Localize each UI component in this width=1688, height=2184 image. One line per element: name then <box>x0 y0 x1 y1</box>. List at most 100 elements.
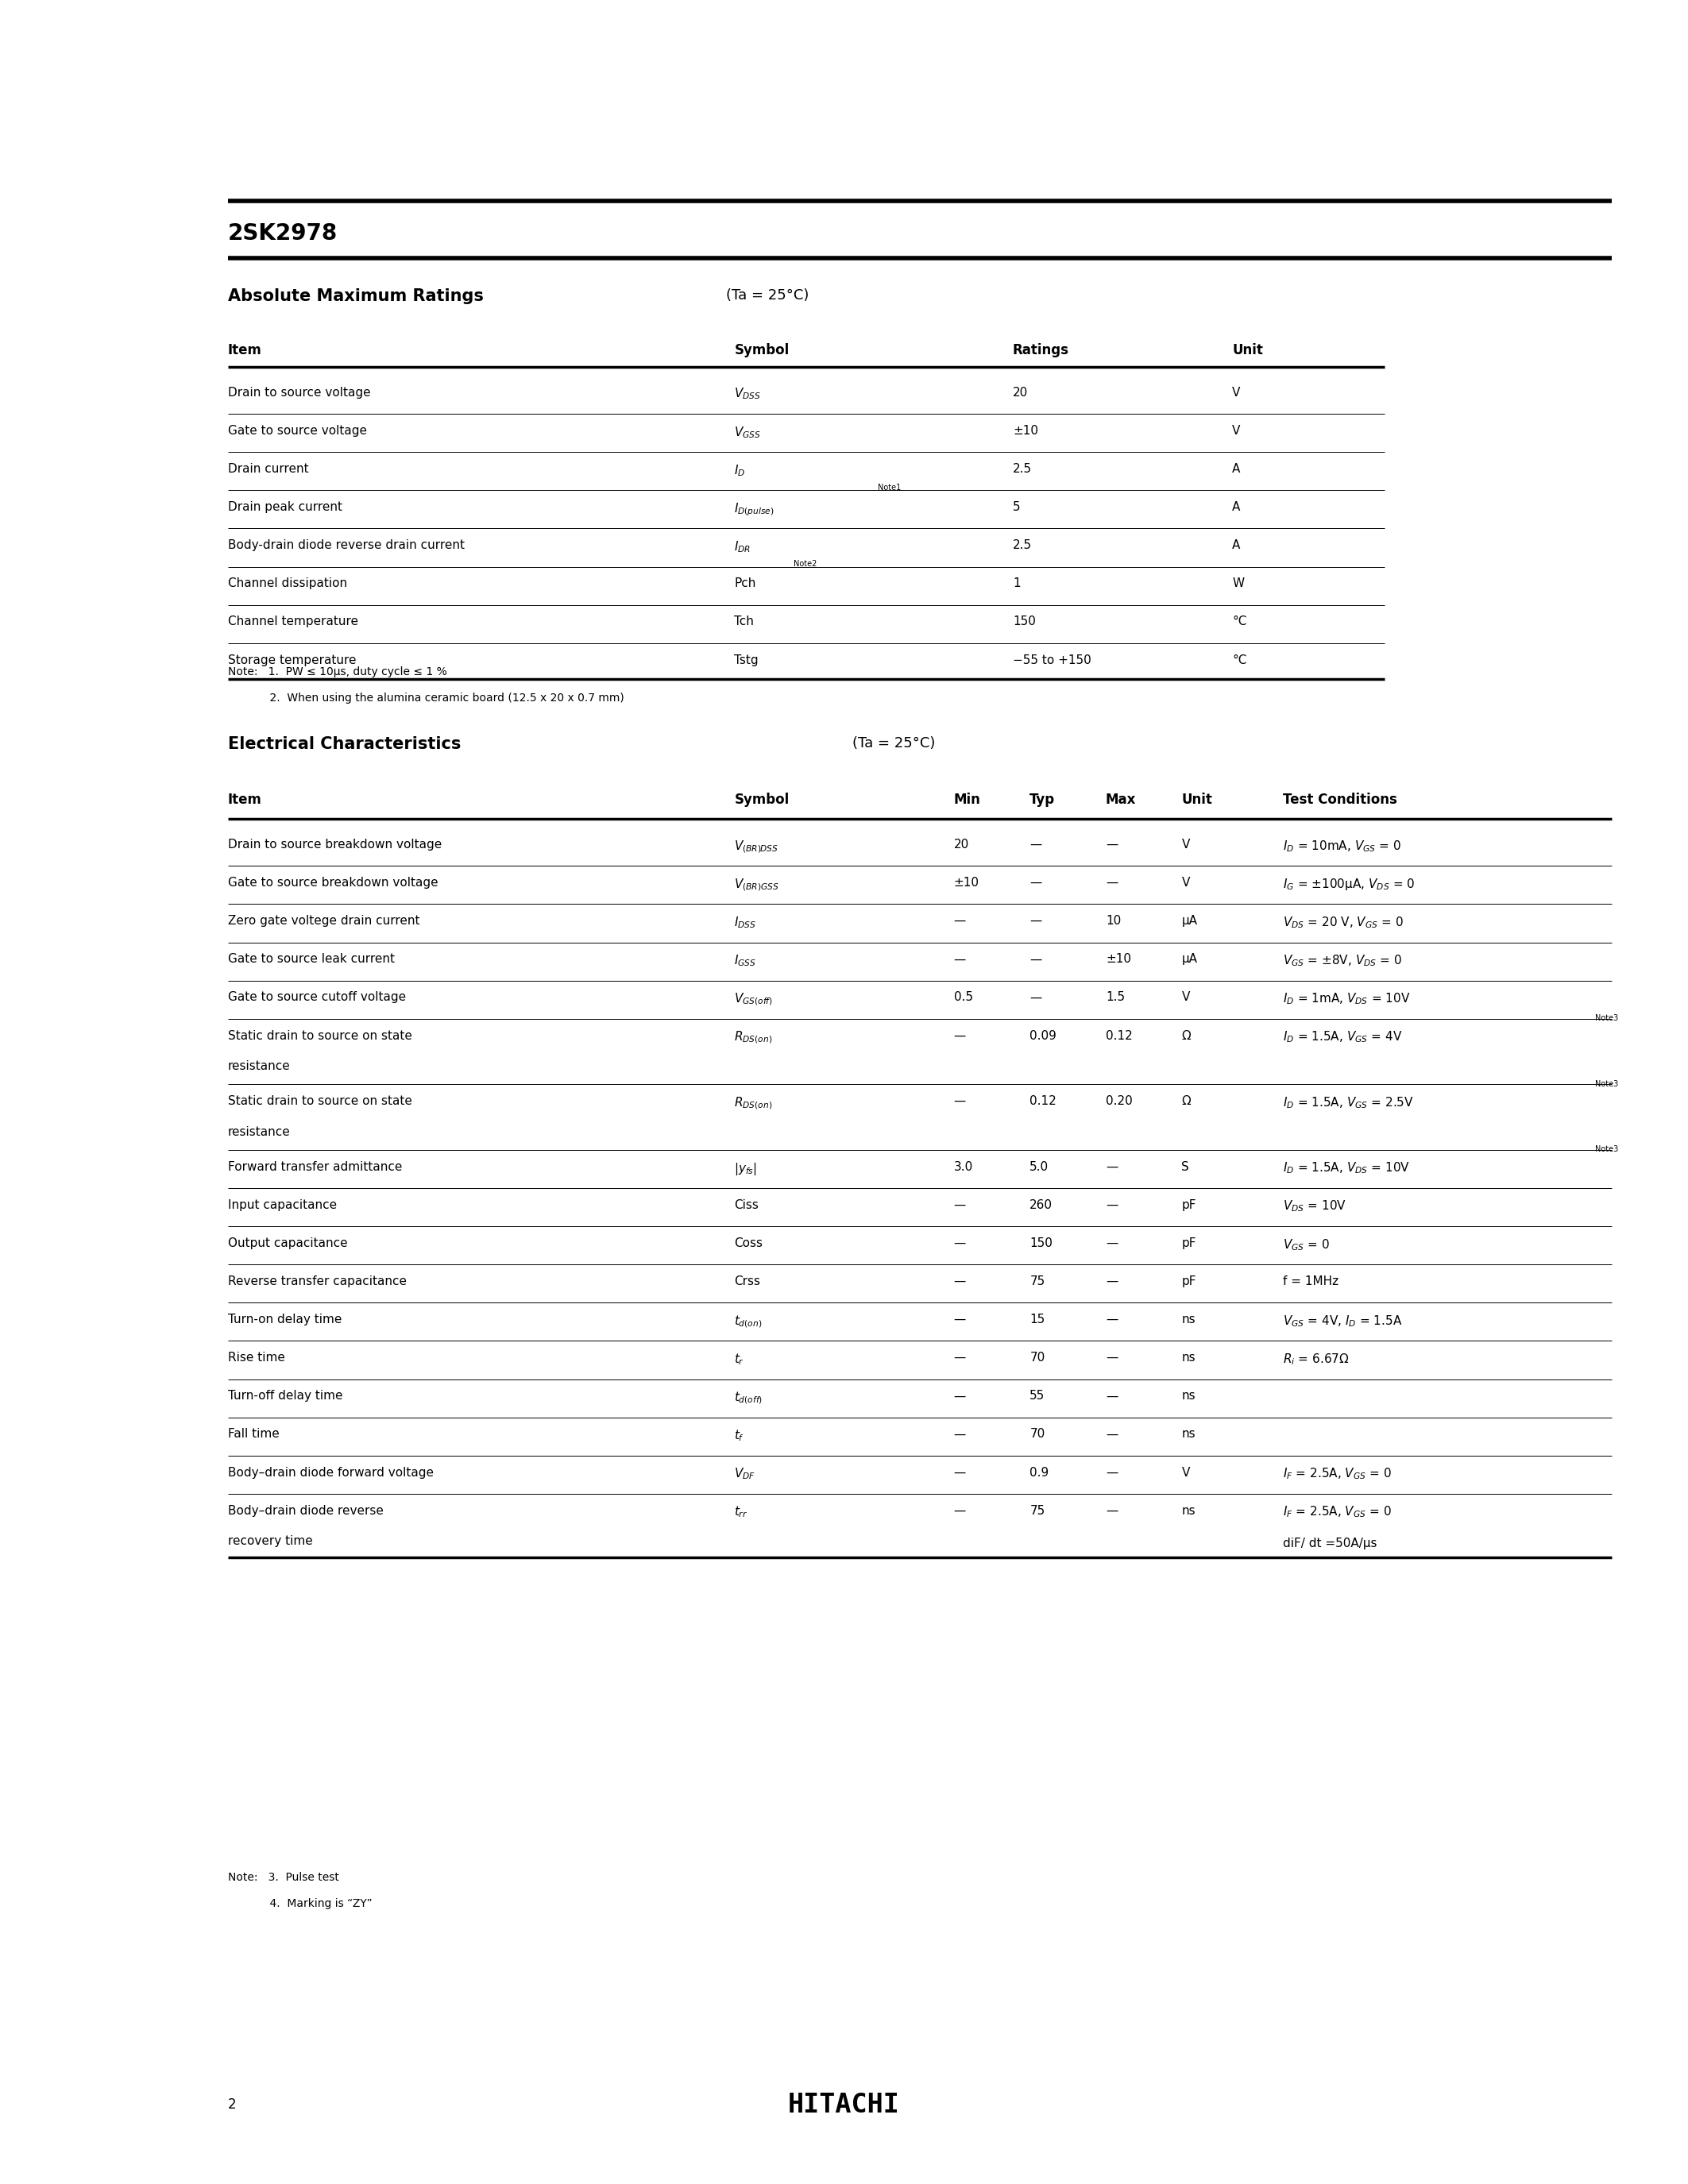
Text: ns: ns <box>1182 1352 1195 1363</box>
Text: —: — <box>954 1389 966 1402</box>
Text: $V_{DS}$ = 10V: $V_{DS}$ = 10V <box>1283 1199 1347 1214</box>
Text: V: V <box>1232 424 1241 437</box>
Text: $V_{DF}$: $V_{DF}$ <box>734 1468 756 1481</box>
Text: ±10: ±10 <box>1106 952 1131 965</box>
Text: $I_D$ = 1.5A, $V_{DS}$ = 10V: $I_D$ = 1.5A, $V_{DS}$ = 10V <box>1283 1160 1409 1175</box>
Text: 2.5: 2.5 <box>1013 463 1031 474</box>
Text: ±10: ±10 <box>1013 424 1038 437</box>
Text: Static drain to source on state: Static drain to source on state <box>228 1029 412 1042</box>
Text: Note3: Note3 <box>1595 1013 1619 1022</box>
Text: $t_{d(on)}$: $t_{d(on)}$ <box>734 1313 763 1330</box>
Text: $I_{GSS}$: $I_{GSS}$ <box>734 952 756 968</box>
Text: 75: 75 <box>1030 1275 1045 1286</box>
Text: $V_{(BR)DSS}$: $V_{(BR)DSS}$ <box>734 839 778 854</box>
Text: Symbol: Symbol <box>734 793 790 808</box>
Text: A: A <box>1232 539 1241 550</box>
Text: $V_{DSS}$: $V_{DSS}$ <box>734 387 761 402</box>
Text: $V_{GS}$ = ±8V, $V_{DS}$ = 0: $V_{GS}$ = ±8V, $V_{DS}$ = 0 <box>1283 952 1403 968</box>
Text: V: V <box>1182 878 1190 889</box>
Text: A: A <box>1232 463 1241 474</box>
Text: Channel temperature: Channel temperature <box>228 616 358 627</box>
Text: —: — <box>1106 1236 1117 1249</box>
Text: 2.  When using the alumina ceramic board (12.5 x 20 x 0.7 mm): 2. When using the alumina ceramic board … <box>228 692 625 703</box>
Text: μA: μA <box>1182 952 1197 965</box>
Text: $R_{DS(on)}$: $R_{DS(on)}$ <box>734 1029 773 1046</box>
Text: Item: Item <box>228 793 262 808</box>
Text: $V_{GS(off)}$: $V_{GS(off)}$ <box>734 992 773 1007</box>
Text: Rise time: Rise time <box>228 1352 285 1363</box>
Text: 55: 55 <box>1030 1389 1045 1402</box>
Text: —: — <box>1030 878 1041 889</box>
Text: Storage temperature: Storage temperature <box>228 653 356 666</box>
Text: HITACHI: HITACHI <box>788 2092 900 2118</box>
Text: (Ta = 25°C): (Ta = 25°C) <box>726 288 809 304</box>
Text: $|y_{fs}|$: $|y_{fs}|$ <box>734 1160 758 1177</box>
Text: Ciss: Ciss <box>734 1199 760 1210</box>
Text: 2: 2 <box>228 2097 236 2112</box>
Text: $I_{DR}$: $I_{DR}$ <box>734 539 751 555</box>
Text: Note1: Note1 <box>878 485 901 491</box>
Text: Ω: Ω <box>1182 1029 1192 1042</box>
Text: Note:   3.  Pulse test: Note: 3. Pulse test <box>228 1872 339 1883</box>
Text: 15: 15 <box>1030 1313 1045 1326</box>
Text: Gate to source cutoff voltage: Gate to source cutoff voltage <box>228 992 405 1002</box>
Text: μA: μA <box>1182 915 1197 926</box>
Text: resistance: resistance <box>228 1059 290 1072</box>
Text: °C: °C <box>1232 616 1247 627</box>
Text: Body–drain diode reverse: Body–drain diode reverse <box>228 1505 383 1516</box>
Text: $V_{GSS}$: $V_{GSS}$ <box>734 424 761 439</box>
Text: —: — <box>1030 915 1041 926</box>
Text: V: V <box>1182 839 1190 850</box>
Text: Turn-on delay time: Turn-on delay time <box>228 1313 341 1326</box>
Text: 260: 260 <box>1030 1199 1053 1210</box>
Text: —: — <box>1106 1199 1117 1210</box>
Text: resistance: resistance <box>228 1125 290 1138</box>
Text: $t_f$: $t_f$ <box>734 1428 744 1444</box>
Text: Turn-off delay time: Turn-off delay time <box>228 1389 343 1402</box>
Text: Min: Min <box>954 793 981 808</box>
Text: Electrical Characteristics: Electrical Characteristics <box>228 736 461 751</box>
Text: Drain peak current: Drain peak current <box>228 502 343 513</box>
Text: f = 1MHz: f = 1MHz <box>1283 1275 1339 1286</box>
Text: $V_{GS}$ = 0: $V_{GS}$ = 0 <box>1283 1236 1330 1251</box>
Text: $I_F$ = 2.5A, $V_{GS}$ = 0: $I_F$ = 2.5A, $V_{GS}$ = 0 <box>1283 1468 1391 1481</box>
Text: $I_G$ = ±100μA, $V_{DS}$ = 0: $I_G$ = ±100μA, $V_{DS}$ = 0 <box>1283 878 1415 891</box>
Text: (Ta = 25°C): (Ta = 25°C) <box>852 736 935 751</box>
Text: Ω: Ω <box>1182 1094 1192 1107</box>
Text: V: V <box>1232 387 1241 397</box>
Text: —: — <box>1106 1389 1117 1402</box>
Text: Gate to source leak current: Gate to source leak current <box>228 952 395 965</box>
Text: Drain to source voltage: Drain to source voltage <box>228 387 371 397</box>
Text: —: — <box>954 1029 966 1042</box>
Text: —: — <box>1106 878 1117 889</box>
Text: —: — <box>1106 1352 1117 1363</box>
Text: Drain current: Drain current <box>228 463 309 474</box>
Text: ns: ns <box>1182 1505 1195 1516</box>
Text: 1.5: 1.5 <box>1106 992 1124 1002</box>
Text: 2SK2978: 2SK2978 <box>228 223 338 245</box>
Text: 75: 75 <box>1030 1505 1045 1516</box>
Text: $t_{d(off)}$: $t_{d(off)}$ <box>734 1389 763 1406</box>
Text: $I_D$ = 1.5A, $V_{GS}$ = 4V: $I_D$ = 1.5A, $V_{GS}$ = 4V <box>1283 1029 1403 1044</box>
Text: °C: °C <box>1232 653 1247 666</box>
Text: $V_{(BR)GSS}$: $V_{(BR)GSS}$ <box>734 878 780 893</box>
Text: A: A <box>1232 502 1241 513</box>
Text: V: V <box>1182 1468 1190 1479</box>
Text: —: — <box>954 1275 966 1286</box>
Text: 70: 70 <box>1030 1352 1045 1363</box>
Text: 0.09: 0.09 <box>1030 1029 1057 1042</box>
Text: Pch: Pch <box>734 577 756 590</box>
Text: 5.0: 5.0 <box>1030 1160 1048 1173</box>
Text: 0.12: 0.12 <box>1106 1029 1133 1042</box>
Text: 5: 5 <box>1013 502 1021 513</box>
Text: Crss: Crss <box>734 1275 761 1286</box>
Text: $I_F$ = 2.5A, $V_{GS}$ = 0: $I_F$ = 2.5A, $V_{GS}$ = 0 <box>1283 1505 1391 1520</box>
Text: 0.5: 0.5 <box>954 992 972 1002</box>
Text: —: — <box>954 1428 966 1439</box>
Text: Static drain to source on state: Static drain to source on state <box>228 1094 412 1107</box>
Text: recovery time: recovery time <box>228 1535 312 1546</box>
Text: Ratings: Ratings <box>1013 343 1069 358</box>
Text: pF: pF <box>1182 1199 1197 1210</box>
Text: Reverse transfer capacitance: Reverse transfer capacitance <box>228 1275 407 1286</box>
Text: —: — <box>954 1352 966 1363</box>
